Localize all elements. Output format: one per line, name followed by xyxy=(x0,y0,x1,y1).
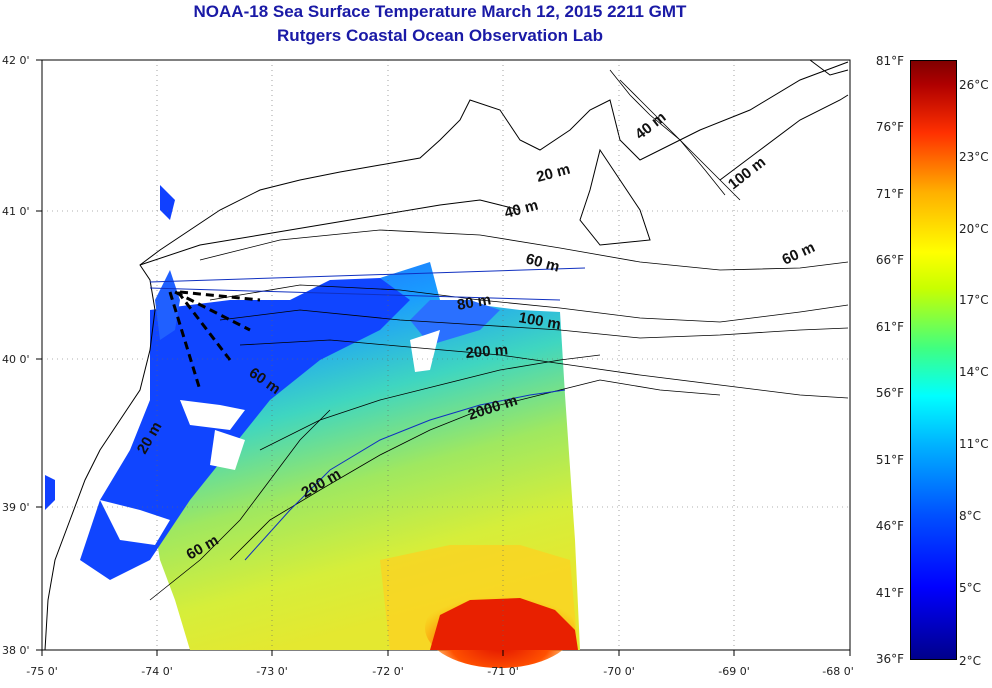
colorbar-c-label: 8°C xyxy=(959,509,982,523)
lon-tick-label: -70 0' xyxy=(603,665,635,678)
coastline xyxy=(44,59,849,651)
colorbar-f-label: 51°F xyxy=(875,453,904,467)
colorbar-c-label: 5°C xyxy=(959,581,982,595)
lon-tick-label: -72 0' xyxy=(372,665,404,678)
chart-subtitle: Rutgers Coastal Ocean Observation Lab xyxy=(277,26,603,45)
lat-tick-label: 40 0' xyxy=(2,353,30,366)
colorbar-c-label: 23°C xyxy=(959,150,989,164)
colorbar-f-label: 36°F xyxy=(875,652,904,666)
temperature-colorbar xyxy=(910,60,957,660)
colorbar-f-label: 81°F xyxy=(875,54,904,68)
lon-tick-label: -68 0' xyxy=(822,665,854,678)
colorbar-f-label: 71°F xyxy=(875,187,904,201)
lon-tick-label: -75 0' xyxy=(26,665,58,678)
lon-tick-label: -73 0' xyxy=(256,665,288,678)
colorbar-f-label: 46°F xyxy=(875,519,904,533)
dashed-transects xyxy=(168,290,261,391)
contour-label: 80 m xyxy=(456,291,493,314)
colorbar-f-label: 56°F xyxy=(875,386,904,400)
chart-title: NOAA-18 Sea Surface Temperature March 12… xyxy=(193,2,687,21)
lat-tick-label: 42 0' xyxy=(2,54,30,67)
colorbar-c-label: 14°C xyxy=(959,365,989,379)
axis-ticks xyxy=(36,59,851,656)
colorbar-f-label: 76°F xyxy=(875,120,904,134)
contour-label: 200 m xyxy=(465,341,509,362)
lon-tick-label: -71 0' xyxy=(487,665,519,678)
colorbar-f-label: 61°F xyxy=(875,320,904,334)
colorbar-c-label: 26°C xyxy=(959,78,989,92)
colorbar-f-label: 66°F xyxy=(875,253,904,267)
lat-tick-label: 41 0' xyxy=(2,205,30,218)
lon-tick-label: -74 0' xyxy=(141,665,173,678)
colorbar-c-label: 20°C xyxy=(959,222,989,236)
latitude-labels: 42 0' 41 0' 40 0' 39 0' 38 0' xyxy=(2,54,30,657)
longitude-labels: -75 0' -74 0' -73 0' -72 0' -71 0' -70 0… xyxy=(26,665,854,678)
colorbar-c-label: 17°C xyxy=(959,293,989,307)
colorbar-f-label: 41°F xyxy=(875,586,904,600)
colorbar-c-label: 2°C xyxy=(959,654,982,668)
transect-lines xyxy=(149,267,586,561)
lat-tick-label: 38 0' xyxy=(2,644,30,657)
lon-tick-label: -69 0' xyxy=(718,665,750,678)
graticule xyxy=(42,60,850,650)
lat-tick-label: 39 0' xyxy=(2,501,30,514)
colorbar-c-label: 11°C xyxy=(959,437,989,451)
